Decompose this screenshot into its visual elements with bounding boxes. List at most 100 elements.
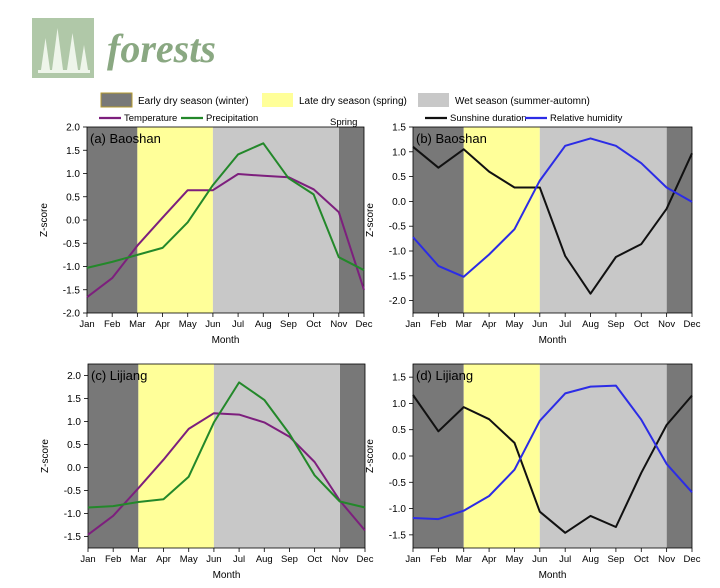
x-tick-label: Aug (582, 319, 599, 330)
season-legend: Early dry season (winter) Late dry seaso… (100, 92, 590, 108)
y-tick-label: 0.0 (67, 463, 81, 474)
x-tick-label: Dec (684, 554, 701, 565)
legend-label: Sunshine duration (450, 113, 527, 124)
panel-label: (b) Baoshan (416, 131, 487, 146)
y-tick-label: 1.5 (392, 373, 406, 384)
season-band-late-dry (138, 364, 214, 548)
x-tick-label: Apr (482, 554, 497, 565)
panel-label: (d) Lijiang (416, 368, 473, 383)
x-tick-label: Jan (405, 319, 420, 330)
y-tick-label: 1.0 (67, 417, 81, 428)
x-tick-label: Oct (634, 554, 649, 565)
x-tick-label: Jan (405, 554, 420, 565)
season-band-early-dry (338, 127, 364, 313)
logo-word: forests (107, 26, 216, 71)
x-tick-label: Mar (456, 319, 472, 330)
panel-b: -2.0 -1.5 -1.0 -0.5 0.0 0.5 1.0 1.5 Jan Feb Mar Apr… (365, 113, 701, 346)
season-band-late-dry (463, 364, 540, 548)
series-line-temperature (87, 412, 366, 536)
season-legend-label-late: Late dry season (spring) (299, 96, 407, 107)
season-band-early-dry (413, 127, 464, 313)
x-tick-label: Jul (232, 319, 244, 330)
plot-frame (87, 363, 366, 549)
x-tick-label: Jul (559, 554, 571, 565)
x-tick-label: Jun (532, 319, 547, 330)
y-tick-label: 0.5 (392, 172, 406, 183)
y-tick-label: -1.0 (64, 509, 82, 520)
y-axis-title: Z-score (365, 439, 376, 473)
x-tick-label: Feb (430, 319, 446, 330)
y-tick-label: -1.5 (63, 285, 81, 296)
x-tick-label: Jul (559, 319, 571, 330)
y-tick-label: -1.5 (389, 271, 407, 282)
x-tick-label: May (505, 554, 523, 565)
x-tick-label: Mar (130, 554, 146, 565)
y-axis-title: Z-score (39, 203, 50, 237)
y-tick-label: -1.0 (389, 504, 407, 515)
x-tick-label: Aug (255, 319, 272, 330)
season-legend-label-wet: Wet season (summer-automn) (455, 96, 590, 107)
legend-label: Relative humidity (550, 113, 623, 124)
x-tick-label: Mar (456, 554, 472, 565)
season-band-early-dry (88, 364, 139, 548)
x-axis-title: Month (539, 570, 567, 581)
x-tick-label: Jul (233, 554, 245, 565)
season-legend-swatch-wet (418, 93, 449, 107)
season-band-wet (539, 364, 667, 548)
x-tick-label: Sep (607, 319, 624, 330)
season-legend-swatch-late (262, 93, 293, 107)
y-tick-label: 1.0 (392, 147, 406, 158)
y-tick-label: 0.0 (66, 216, 80, 227)
panel-label: (a) Baoshan (90, 131, 161, 146)
x-tick-label: Dec (357, 554, 374, 565)
y-tick-label: 1.0 (392, 399, 406, 410)
y-tick-label: 0.5 (392, 425, 406, 436)
y-axis-title: Z-score (365, 203, 376, 237)
x-tick-label: Oct (307, 554, 322, 565)
x-tick-label: Jan (79, 319, 94, 330)
y-tick-label: 2.0 (67, 371, 81, 382)
series-line-sunshine-duration (412, 394, 693, 534)
x-tick-label: Nov (658, 554, 675, 565)
y-tick-label: 1.0 (66, 169, 80, 180)
x-tick-label: Apr (482, 319, 497, 330)
season-band-early-dry (339, 364, 365, 548)
x-axis-title: Month (539, 335, 567, 346)
x-tick-label: Jun (532, 554, 547, 565)
x-tick-label: Nov (658, 319, 675, 330)
season-band-early-dry (666, 127, 692, 313)
panels: -2.0 -1.5 -1.0 -0.5 0.0 0.5 1.0 1.5 2.0 Jan Feb Mar… (39, 113, 701, 581)
series-line-precipitation (87, 381, 366, 509)
y-tick-label: -1.5 (389, 530, 407, 541)
season-legend-label-early: Early dry season (winter) (138, 96, 249, 107)
season-band-late-dry (137, 127, 213, 313)
panel-c: -1.5 -1.0 -0.5 0.0 0.5 1.0 1.5 2.0 Jan Feb Mar Apr M… (40, 363, 374, 581)
x-tick-label: May (179, 319, 197, 330)
y-tick-label: -2.0 (63, 309, 81, 320)
y-tick-label: 0.5 (66, 192, 80, 203)
x-tick-label: Sep (280, 319, 297, 330)
journal-logo: forests (32, 18, 216, 78)
y-tick-label: 1.5 (67, 394, 81, 405)
plot-frame (412, 126, 693, 314)
y-tick-label: 0.0 (392, 452, 406, 463)
x-tick-label: Oct (634, 319, 649, 330)
y-tick-label: -1.5 (64, 532, 82, 543)
x-tick-label: Aug (256, 554, 273, 565)
series-line-relative-humidity (412, 384, 693, 521)
panel-annotation: Spring (330, 117, 357, 128)
series-line-temperature (86, 173, 365, 298)
logo-trees (38, 28, 90, 73)
y-tick-label: 0.5 (67, 440, 81, 451)
series-line-precipitation (86, 142, 365, 272)
panel-a: -2.0 -1.5 -1.0 -0.5 0.0 0.5 1.0 1.5 2.0 Jan Feb Mar… (39, 113, 373, 346)
y-tick-label: 2.0 (66, 123, 80, 134)
y-tick-label: 1.5 (392, 123, 406, 134)
season-band-late-dry (463, 127, 540, 313)
x-tick-label: Jun (206, 554, 221, 565)
season-band-wet (213, 364, 340, 548)
y-tick-label: -1.0 (389, 247, 407, 258)
x-tick-label: Aug (582, 554, 599, 565)
season-band-wet (539, 127, 667, 313)
x-tick-label: Nov (330, 319, 347, 330)
